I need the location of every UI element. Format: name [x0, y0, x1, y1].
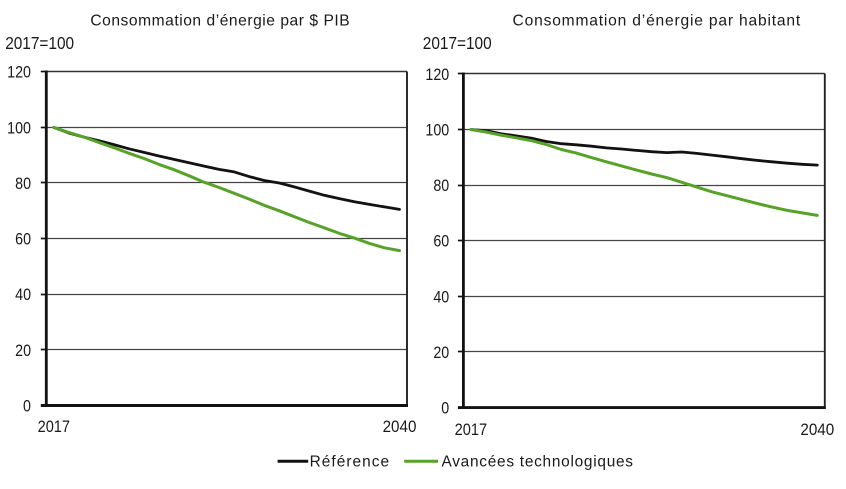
svg-text:60: 60 — [15, 230, 31, 248]
svg-text:0: 0 — [441, 399, 449, 417]
svg-text:60: 60 — [433, 233, 449, 251]
svg-text:Avancées technologiques: Avancées technologiques — [442, 453, 634, 470]
svg-text:2017: 2017 — [38, 418, 70, 436]
svg-text:2040: 2040 — [383, 419, 417, 437]
svg-text:80: 80 — [15, 175, 31, 193]
svg-text:40: 40 — [433, 288, 449, 306]
svg-text:2040: 2040 — [800, 421, 834, 439]
svg-text:Consommation d’énergie par $ P: Consommation d’énergie par $ PIB — [90, 13, 349, 30]
svg-text:20: 20 — [433, 344, 449, 362]
svg-text:120: 120 — [7, 64, 31, 82]
svg-text:Référence: Référence — [310, 453, 390, 470]
svg-text:2017=100: 2017=100 — [423, 33, 492, 53]
svg-text:120: 120 — [425, 66, 449, 84]
svg-text:2017: 2017 — [455, 421, 487, 439]
svg-text:80: 80 — [433, 177, 449, 195]
svg-text:40: 40 — [15, 286, 31, 304]
svg-text:100: 100 — [425, 121, 449, 139]
svg-text:20: 20 — [15, 342, 31, 360]
svg-text:2017=100: 2017=100 — [5, 33, 74, 53]
svg-text:0: 0 — [23, 397, 31, 415]
svg-text:100: 100 — [7, 119, 31, 137]
svg-text:Consommation d’énergie par hab: Consommation d’énergie par habitant — [513, 13, 801, 30]
